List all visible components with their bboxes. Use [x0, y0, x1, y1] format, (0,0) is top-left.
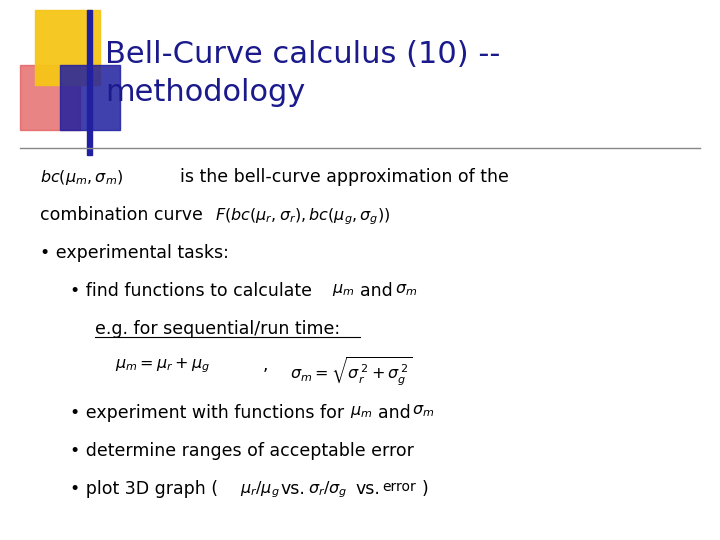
Text: $\sigma_m$: $\sigma_m$: [395, 282, 417, 298]
Text: $F(bc(\mu_r,\sigma_r), bc(\mu_g,\sigma_g))$: $F(bc(\mu_r,\sigma_r), bc(\mu_g,\sigma_g…: [215, 206, 391, 227]
Text: $bc(\mu_m,\sigma_m)$: $bc(\mu_m,\sigma_m)$: [40, 168, 123, 187]
Text: e.g. for sequential/run time:: e.g. for sequential/run time:: [95, 320, 340, 338]
FancyBboxPatch shape: [60, 65, 120, 130]
Text: • plot 3D graph (: • plot 3D graph (: [70, 480, 218, 497]
Text: and: and: [378, 403, 410, 422]
Text: ): ): [422, 480, 428, 497]
Text: $\mu_m$: $\mu_m$: [350, 403, 372, 420]
Text: • experimental tasks:: • experimental tasks:: [40, 244, 229, 262]
FancyBboxPatch shape: [20, 65, 80, 130]
Text: $\mu_m = \mu_r + \mu_g$: $\mu_m = \mu_r + \mu_g$: [115, 356, 210, 375]
Text: $\sigma_r/\sigma_g$: $\sigma_r/\sigma_g$: [308, 480, 347, 500]
Text: methodology: methodology: [105, 78, 305, 107]
Text: $\sigma_m = \sqrt{\sigma_r^{\,2} + \sigma_g^{\,2}}$: $\sigma_m = \sqrt{\sigma_r^{\,2} + \sigm…: [290, 356, 412, 388]
Text: is the bell-curve approximation of the: is the bell-curve approximation of the: [180, 168, 509, 186]
Text: vs.: vs.: [280, 480, 305, 497]
Text: vs.: vs.: [355, 480, 380, 497]
Text: • determine ranges of acceptable error: • determine ranges of acceptable error: [70, 442, 414, 460]
Text: • find functions to calculate: • find functions to calculate: [70, 282, 312, 300]
Text: $\sigma_m$: $\sigma_m$: [412, 403, 434, 419]
Text: combination curve: combination curve: [40, 206, 203, 224]
Text: $\mu_m$: $\mu_m$: [332, 282, 354, 298]
Bar: [87, 10, 92, 155]
Text: $\mu_r/\mu_g$: $\mu_r/\mu_g$: [240, 480, 279, 500]
Text: error: error: [382, 480, 415, 494]
Text: ,: ,: [263, 356, 269, 374]
Text: • experiment with functions for: • experiment with functions for: [70, 403, 344, 422]
FancyBboxPatch shape: [35, 10, 100, 85]
Text: and: and: [360, 282, 392, 300]
Text: Bell-Curve calculus (10) --: Bell-Curve calculus (10) --: [105, 40, 500, 69]
